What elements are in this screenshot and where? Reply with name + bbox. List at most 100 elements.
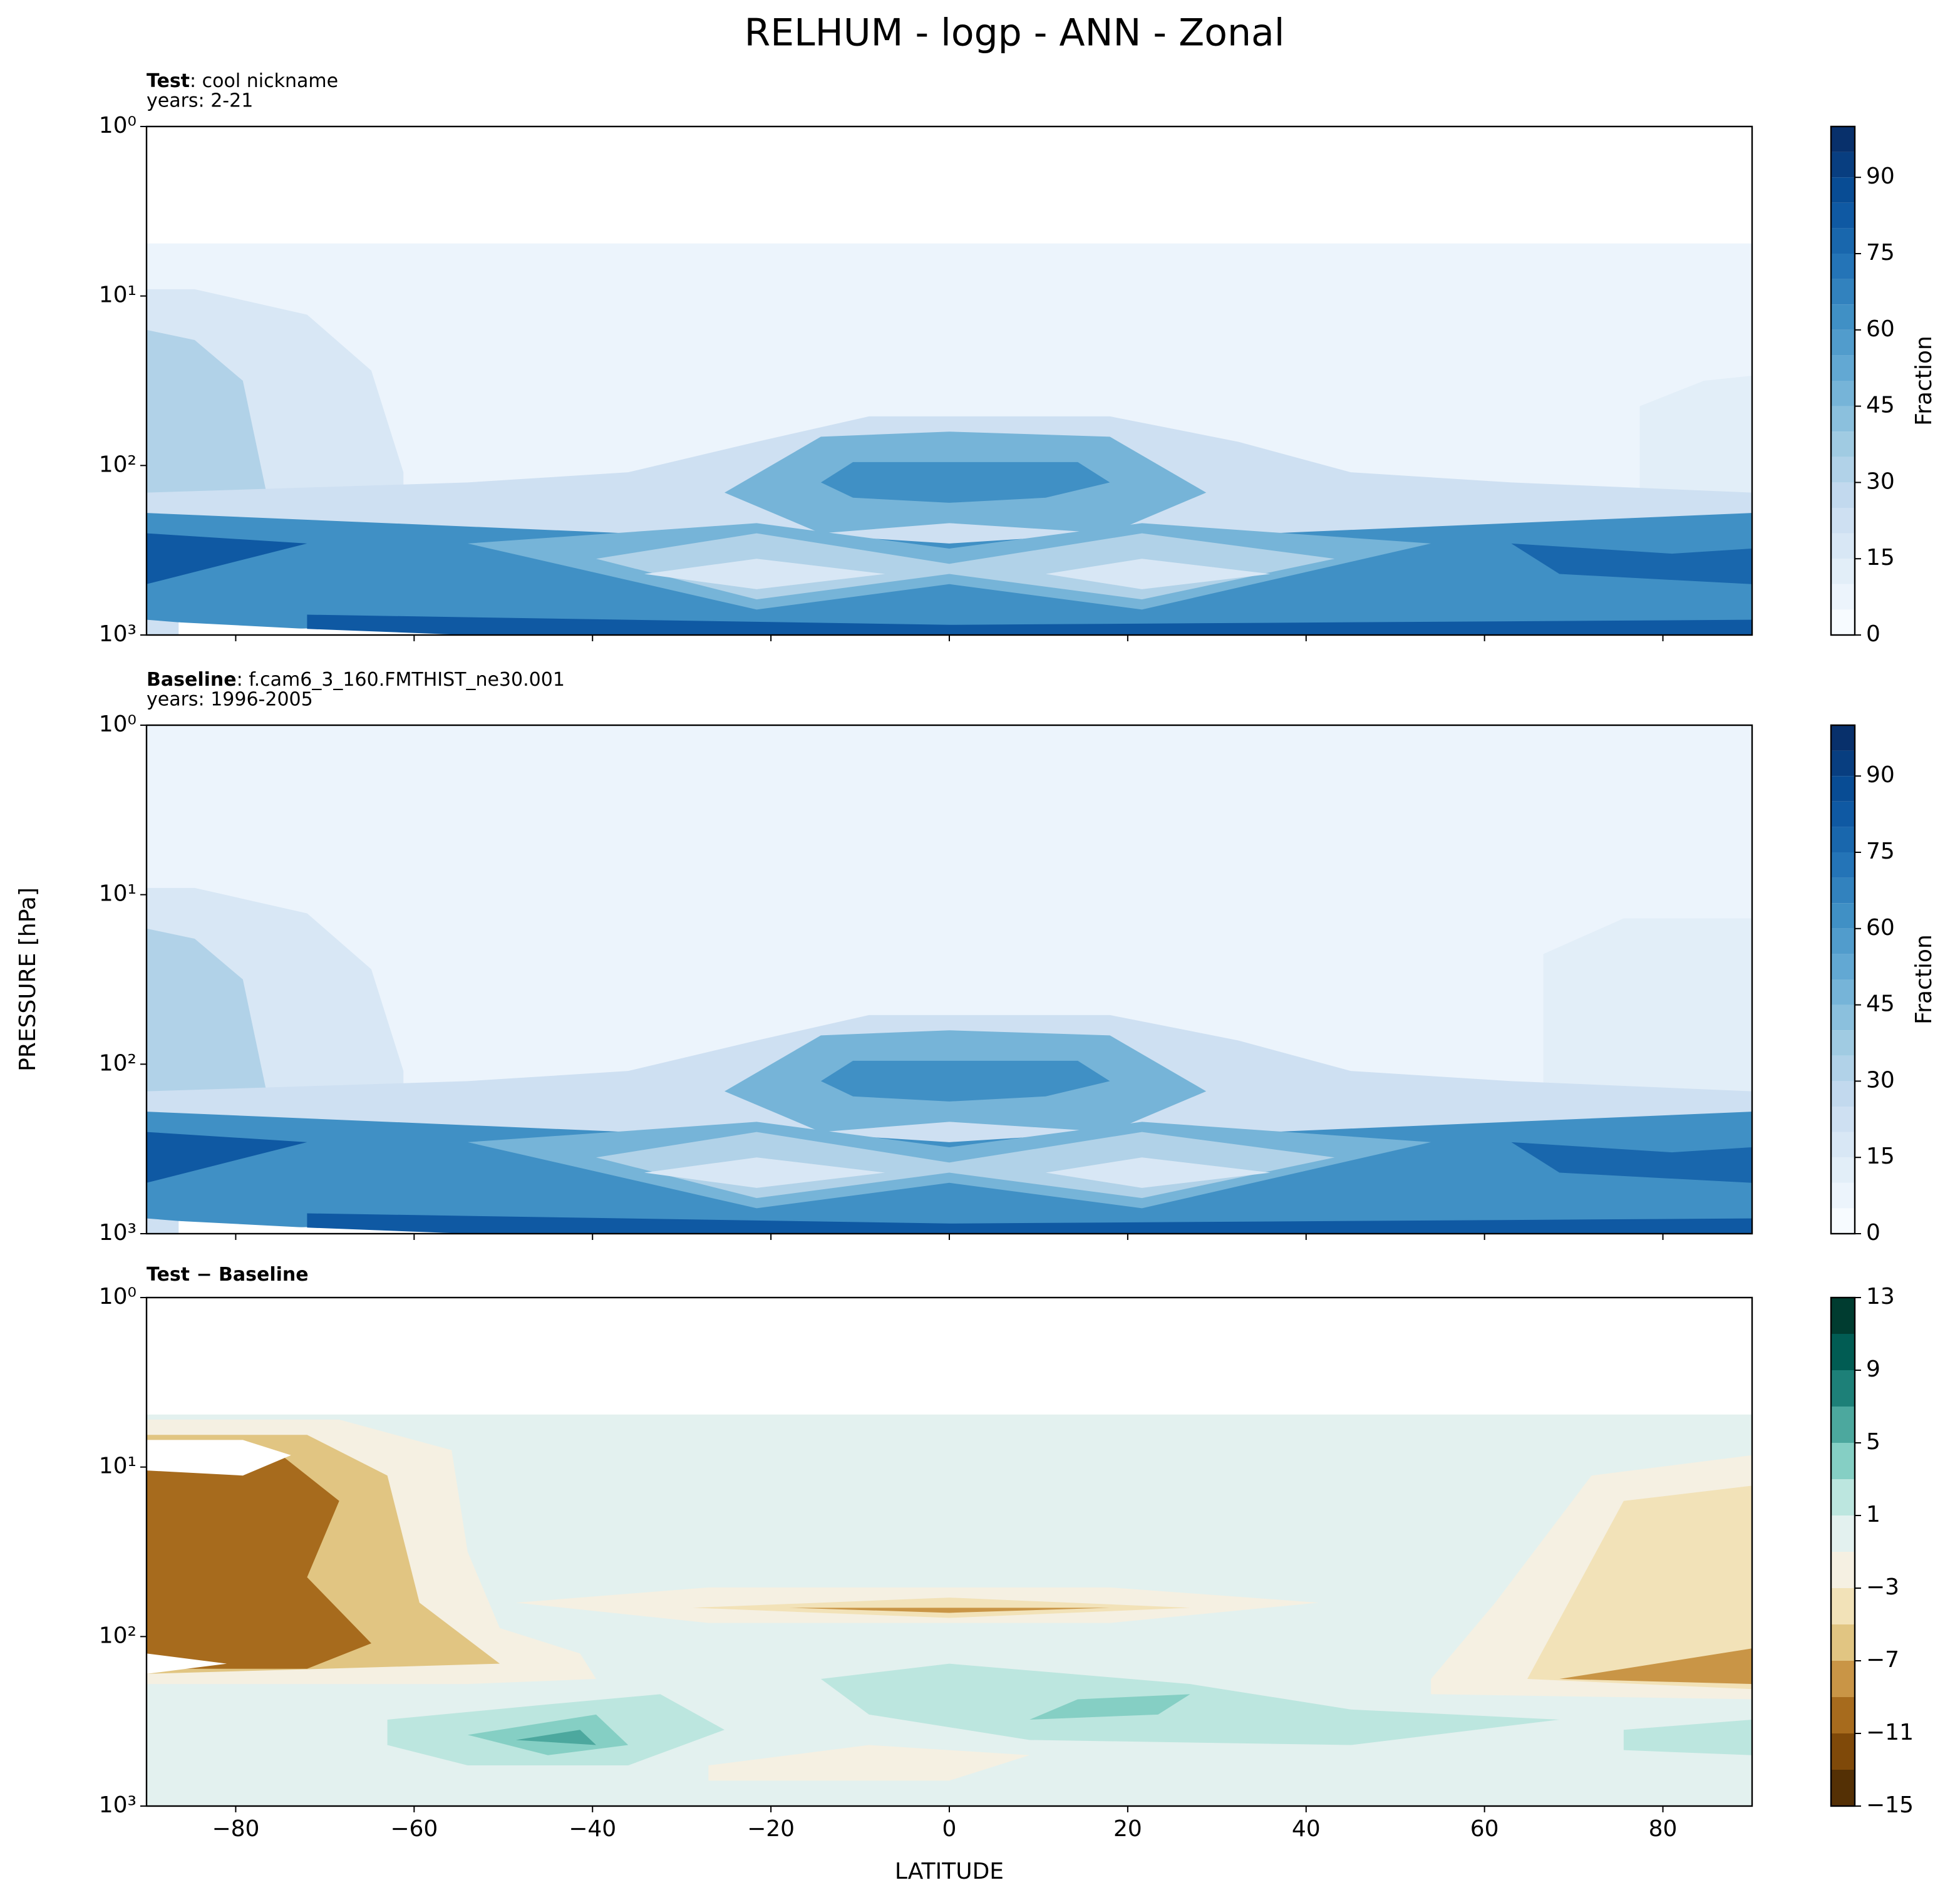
y-tick-label: 10⁰ xyxy=(99,113,137,138)
case-name: : f.cam6_3_160.FMTHIST_ne30.001 xyxy=(237,669,565,691)
y-tick-label: 10³ xyxy=(99,621,137,647)
x-tick-label: −80 xyxy=(212,1816,259,1842)
colorbar-band xyxy=(1831,1334,1855,1370)
contour-fill xyxy=(1559,1648,1752,1685)
contour-fill xyxy=(1511,1142,1752,1183)
contour-fill xyxy=(820,1060,1110,1102)
colorbar-tick-label: 5 xyxy=(1866,1429,1880,1455)
y-tick-label: 10² xyxy=(99,1623,137,1648)
colorbar-band xyxy=(1831,202,1855,229)
colorbar-band xyxy=(1831,584,1855,610)
colorbar-band xyxy=(1831,1208,1855,1234)
contour-fill xyxy=(1045,559,1271,589)
colorbar-tick-label: 15 xyxy=(1866,1144,1895,1169)
colorbar-band xyxy=(1831,126,1855,152)
contour-field xyxy=(147,725,1752,1234)
colorbar-tick-label: −7 xyxy=(1866,1647,1899,1673)
colorbar-band xyxy=(1831,1182,1855,1209)
colorbar-band xyxy=(1831,877,1855,904)
contour-fill xyxy=(147,1440,291,1476)
colorbar-tick-label: 90 xyxy=(1866,762,1895,788)
panel-title: Test: cool nickname xyxy=(147,70,338,92)
colorbar-band xyxy=(1831,279,1855,305)
colorbar-band xyxy=(1831,228,1855,254)
colorbar-tick-label: 0 xyxy=(1866,1220,1880,1246)
contour-fill xyxy=(147,1653,227,1674)
x-tick-label: 40 xyxy=(1292,1816,1321,1842)
panel-years: years: 2-21 xyxy=(147,90,253,112)
colorbar-band xyxy=(1831,457,1855,483)
y-axis-label: PRESSURE [hPa] xyxy=(15,887,41,1071)
colorbar-band xyxy=(1831,1132,1855,1158)
colorbar-band xyxy=(1831,355,1855,381)
contour-fill xyxy=(1029,1694,1190,1720)
colorbar-band xyxy=(1831,1624,1855,1661)
colorbar-band xyxy=(1831,1443,1855,1479)
colorbar-band xyxy=(1831,254,1855,279)
colorbar-band xyxy=(1831,329,1855,356)
colorbar-tick-label: −3 xyxy=(1866,1574,1899,1600)
y-tick-label: 10¹ xyxy=(99,282,137,308)
colorbar-band xyxy=(1831,152,1855,178)
case-label: Test − Baseline xyxy=(147,1264,309,1286)
colorbar-band xyxy=(1831,1770,1855,1806)
colorbar-band xyxy=(1831,1552,1855,1588)
contour-fill xyxy=(1543,918,1752,1132)
colorbar-tick-label: 60 xyxy=(1866,316,1895,342)
colorbar-band xyxy=(1831,533,1855,559)
case-label: Baseline xyxy=(147,669,237,691)
colorbar-label: Fraction xyxy=(1911,336,1937,426)
colorbar-band xyxy=(1831,827,1855,852)
panel-years: years: 1996-2005 xyxy=(147,689,313,711)
x-axis-label: LATITUDE xyxy=(895,1859,1004,1884)
colorbar-band xyxy=(1831,406,1855,432)
colorbar-band xyxy=(1831,1107,1855,1132)
y-tick-label: 10³ xyxy=(99,1792,137,1818)
y-tick-label: 10¹ xyxy=(99,881,137,907)
colorbar-band xyxy=(1831,609,1855,635)
colorbar-tick-label: 30 xyxy=(1866,1067,1895,1093)
colorbar-band xyxy=(1831,776,1855,802)
colorbar-band xyxy=(1831,304,1855,330)
colorbar-tick-label: 0 xyxy=(1866,621,1880,647)
colorbar-band xyxy=(1831,801,1855,827)
contour-fill xyxy=(147,533,307,584)
y-tick-label: 10⁰ xyxy=(99,1284,137,1309)
colorbar-band xyxy=(1831,1479,1855,1515)
x-tick-label: 20 xyxy=(1113,1816,1142,1842)
colorbar-band xyxy=(1831,1004,1855,1031)
colorbar-frame xyxy=(1830,125,1856,636)
contour-fill xyxy=(178,1221,468,1234)
panel-title: Test − Baseline xyxy=(147,1264,309,1286)
colorbar-band xyxy=(1831,852,1855,878)
contour-fill xyxy=(147,329,276,534)
colorbar-band xyxy=(1831,381,1855,406)
colorbar-tick-label: 30 xyxy=(1866,468,1895,494)
colorbar-frame xyxy=(1830,724,1856,1235)
colorbar-band xyxy=(1831,954,1855,979)
contour-fill xyxy=(147,1132,307,1183)
contour-fill xyxy=(307,614,1752,635)
panel-title: Baseline: f.cam6_3_160.FMTHIST_ne30.001 xyxy=(147,669,565,691)
y-tick-label: 10¹ xyxy=(99,1453,137,1479)
colorbar-band xyxy=(1831,431,1855,457)
colorbar-tick-label: 1 xyxy=(1866,1502,1880,1527)
colorbar-band xyxy=(1831,508,1855,534)
x-tick-label: −60 xyxy=(390,1816,438,1842)
contour-fill xyxy=(1511,543,1752,584)
colorbar-frame xyxy=(1830,1296,1856,1807)
colorbar-tick-label: 60 xyxy=(1866,915,1895,941)
colorbar-tick-label: 45 xyxy=(1866,991,1895,1017)
contour-fill xyxy=(147,928,276,1132)
contour-fill xyxy=(788,1608,1110,1613)
colorbar-tick-label: −11 xyxy=(1866,1720,1914,1745)
colorbar-tick-label: 75 xyxy=(1866,839,1895,864)
colorbar-tick-label: 90 xyxy=(1866,163,1895,189)
contour-field xyxy=(147,243,1752,635)
contour-fill xyxy=(644,1157,885,1188)
colorbar-band xyxy=(1831,559,1855,584)
x-tick-label: 60 xyxy=(1470,1816,1499,1842)
colorbar-band xyxy=(1831,177,1855,203)
y-tick-label: 10³ xyxy=(99,1220,137,1246)
